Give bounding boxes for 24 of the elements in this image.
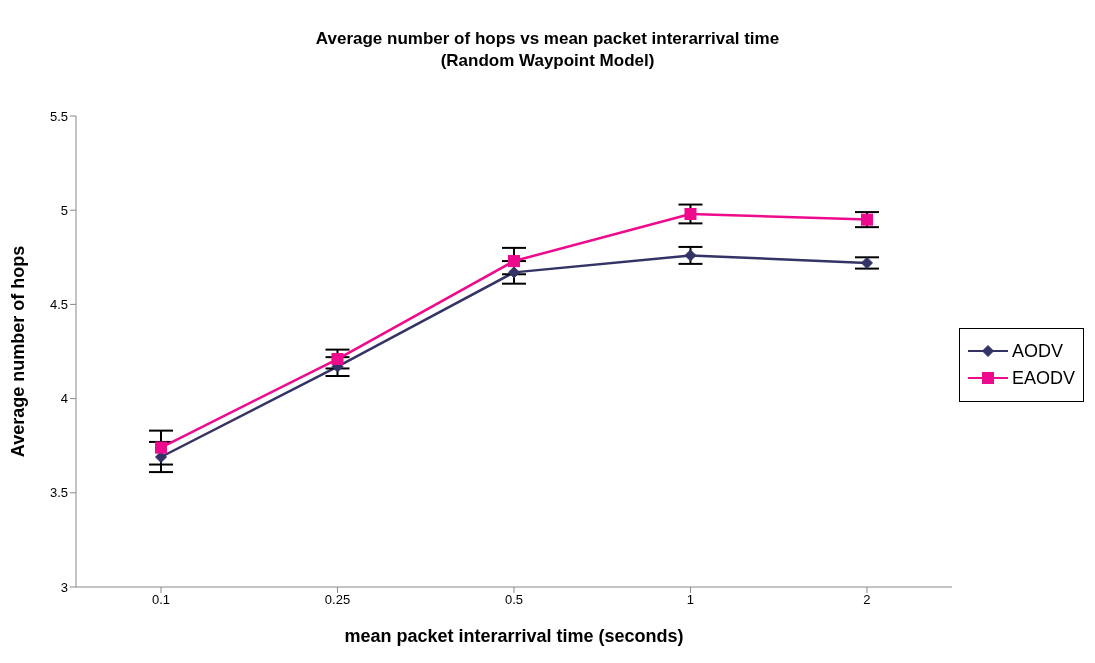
y-axis-title: Average number of hops bbox=[8, 245, 29, 458]
point bbox=[507, 255, 520, 268]
y-tick-label: 4 bbox=[60, 391, 68, 407]
point bbox=[860, 213, 873, 226]
y-tick-label: 5 bbox=[60, 202, 68, 218]
x-tick-label: 0.25 bbox=[324, 592, 351, 608]
legend-label: EAODV bbox=[1011, 367, 1075, 389]
point bbox=[684, 249, 697, 262]
legend-label: AODV bbox=[1011, 340, 1063, 362]
x-tick-label: 0.1 bbox=[151, 592, 171, 608]
x-tick-label: 0.5 bbox=[504, 592, 524, 608]
x-axis-title: mean packet interarrival time (seconds) bbox=[344, 626, 684, 646]
y-tick-label: 4.5 bbox=[49, 297, 68, 313]
chart-title: Average number of hops vs mean packet interarrival time bbox=[314, 28, 781, 50]
y-tick-label: 3 bbox=[60, 579, 68, 595]
point bbox=[155, 441, 167, 454]
x-tick-label: 1 bbox=[686, 592, 695, 608]
x-tick-label: 2 bbox=[863, 592, 871, 608]
point bbox=[331, 353, 344, 366]
y-tick-label: 3.5 bbox=[49, 485, 68, 501]
y-tick-label: 5.5 bbox=[49, 108, 68, 124]
point bbox=[684, 207, 697, 220]
chart-subtitle: (Random Waypoint Model) bbox=[439, 50, 656, 72]
point bbox=[507, 266, 520, 279]
